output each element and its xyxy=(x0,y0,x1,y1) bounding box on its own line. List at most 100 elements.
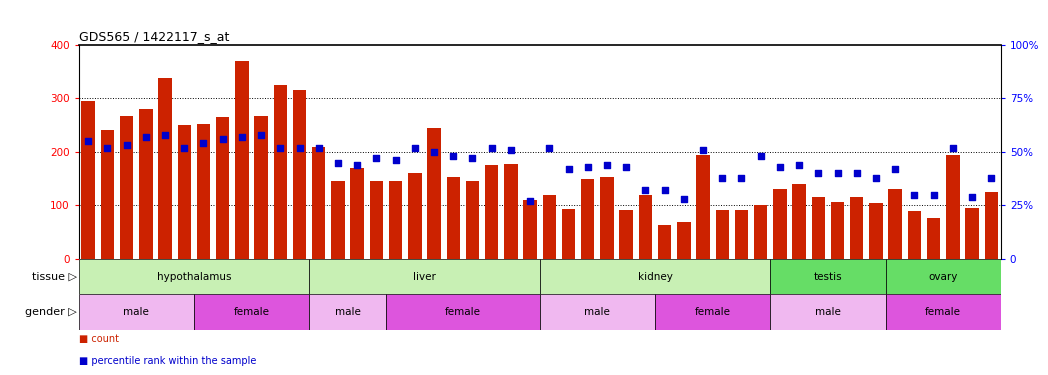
Bar xyxy=(446,177,460,259)
Point xyxy=(444,153,461,159)
Point xyxy=(868,174,885,180)
Bar xyxy=(194,294,309,330)
Text: ovary: ovary xyxy=(929,272,958,282)
Text: female: female xyxy=(925,307,961,317)
Bar xyxy=(465,181,479,259)
Point xyxy=(502,147,519,153)
Point xyxy=(963,194,980,200)
Bar xyxy=(562,209,575,259)
Bar xyxy=(889,189,902,259)
Point xyxy=(253,132,269,138)
Point xyxy=(310,145,327,151)
Point xyxy=(368,155,385,161)
Point xyxy=(464,155,481,161)
Bar xyxy=(965,208,979,259)
Bar xyxy=(792,184,806,259)
Bar xyxy=(926,217,940,259)
Bar xyxy=(292,90,306,259)
Text: GDS565 / 1422117_s_at: GDS565 / 1422117_s_at xyxy=(79,30,228,43)
Text: ■ percentile rank within the sample: ■ percentile rank within the sample xyxy=(79,356,256,366)
Point xyxy=(541,145,558,151)
Point xyxy=(349,162,366,168)
Bar xyxy=(370,181,384,259)
Bar xyxy=(523,200,537,259)
Point xyxy=(925,192,942,198)
Point xyxy=(522,198,539,204)
Point xyxy=(176,145,193,151)
Bar xyxy=(677,222,691,259)
Bar xyxy=(331,181,345,259)
Bar xyxy=(309,294,386,330)
Point xyxy=(156,132,173,138)
Point xyxy=(598,162,615,168)
Point xyxy=(905,192,922,198)
Text: ■ count: ■ count xyxy=(79,334,118,344)
Point xyxy=(271,145,288,151)
Bar xyxy=(235,61,248,259)
Text: female: female xyxy=(695,307,730,317)
Point xyxy=(99,145,115,151)
Text: testis: testis xyxy=(813,272,843,282)
Point xyxy=(637,188,654,194)
Bar xyxy=(540,259,770,294)
Text: male: male xyxy=(124,307,149,317)
Bar xyxy=(197,124,211,259)
Bar xyxy=(655,294,770,330)
Bar xyxy=(543,195,556,259)
Bar xyxy=(770,294,886,330)
Point xyxy=(675,196,692,202)
Text: kidney: kidney xyxy=(637,272,673,282)
Point xyxy=(695,147,712,153)
Text: liver: liver xyxy=(413,272,436,282)
Bar xyxy=(389,181,402,259)
Point xyxy=(195,140,212,146)
Bar xyxy=(831,202,845,259)
Text: hypothalamus: hypothalamus xyxy=(156,272,232,282)
Bar xyxy=(716,210,729,259)
Point xyxy=(407,145,423,151)
Bar xyxy=(908,211,921,259)
Bar xyxy=(428,128,441,259)
Point xyxy=(425,149,442,155)
Bar xyxy=(309,259,540,294)
Point xyxy=(983,174,1000,180)
Bar xyxy=(770,259,886,294)
Point xyxy=(887,166,903,172)
Point xyxy=(387,158,403,164)
Bar xyxy=(79,294,194,330)
Bar xyxy=(754,206,767,259)
Text: female: female xyxy=(234,307,269,317)
Bar xyxy=(984,192,998,259)
Text: female: female xyxy=(444,307,481,317)
Point xyxy=(214,136,231,142)
Bar xyxy=(619,210,633,259)
Point xyxy=(483,145,500,151)
Bar xyxy=(850,197,864,259)
Bar xyxy=(601,177,614,259)
Bar xyxy=(638,195,652,259)
Bar xyxy=(886,259,1001,294)
Point xyxy=(829,170,846,176)
Point xyxy=(848,170,865,176)
Bar xyxy=(274,85,287,259)
Bar xyxy=(350,168,364,259)
Bar xyxy=(386,294,540,330)
Text: male: male xyxy=(815,307,840,317)
Point xyxy=(329,160,346,166)
Point xyxy=(137,134,154,140)
Bar xyxy=(158,78,172,259)
Text: tissue ▷: tissue ▷ xyxy=(31,272,77,282)
Bar xyxy=(504,164,518,259)
Point xyxy=(733,174,749,180)
Text: male: male xyxy=(334,307,361,317)
Bar xyxy=(658,225,672,259)
Point xyxy=(810,170,827,176)
Bar xyxy=(216,117,230,259)
Point xyxy=(291,145,308,151)
Point xyxy=(656,188,673,194)
Bar xyxy=(886,294,1001,330)
Bar xyxy=(177,125,191,259)
Bar xyxy=(82,101,95,259)
Bar xyxy=(811,197,825,259)
Point xyxy=(80,138,96,144)
